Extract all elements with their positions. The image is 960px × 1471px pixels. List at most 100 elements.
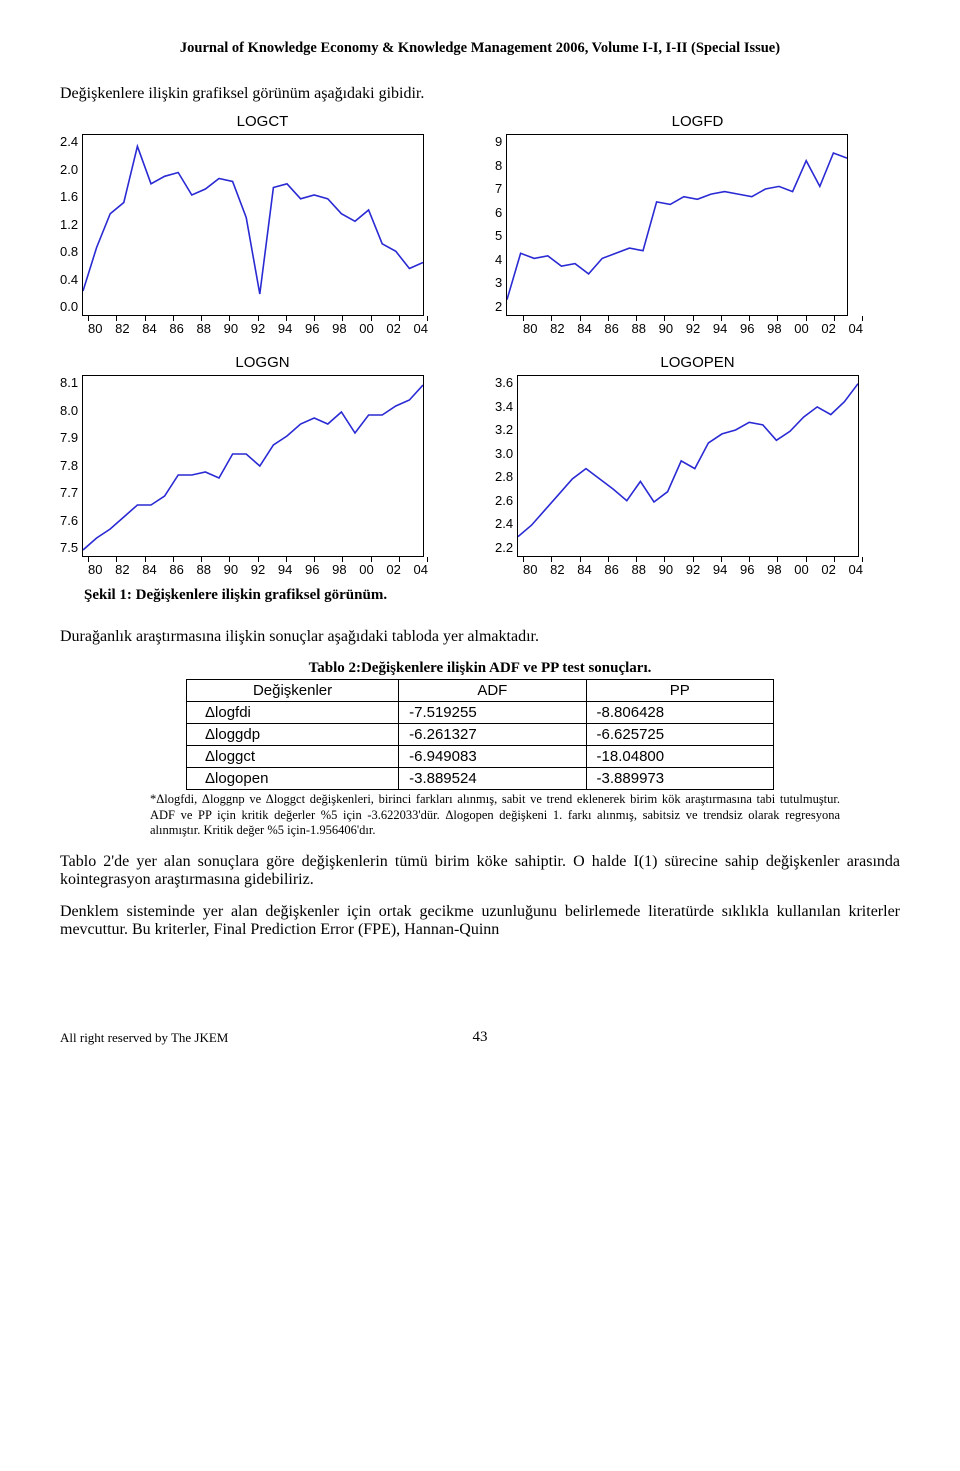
x-tick-label: 92 bbox=[686, 321, 700, 336]
x-tick-label: 84 bbox=[577, 321, 591, 336]
x-tick-label: 96 bbox=[740, 321, 754, 336]
intro-text: Değişkenlere ilişkin grafiksel görünüm a… bbox=[60, 85, 900, 103]
para-unitroot: Tablo 2'de yer alan sonuçlara göre değiş… bbox=[60, 853, 900, 889]
x-tick-label: 82 bbox=[550, 321, 564, 336]
cell-value: -6.625725 bbox=[586, 724, 773, 746]
x-tick-label: 90 bbox=[224, 562, 238, 577]
y-tick-label: 9 bbox=[495, 134, 502, 149]
x-tick-label: 00 bbox=[359, 321, 373, 336]
y-tick-label: 2.0 bbox=[60, 162, 78, 177]
cell-value: -8.806428 bbox=[586, 702, 773, 724]
x-tick-label: 94 bbox=[713, 321, 727, 336]
x-tick-label: 84 bbox=[142, 321, 156, 336]
x-tick-label: 02 bbox=[386, 562, 400, 577]
x-tick-label: 88 bbox=[632, 562, 646, 577]
y-tick-label: 3 bbox=[495, 275, 502, 290]
x-tick-label: 86 bbox=[604, 321, 618, 336]
x-tick-label: 80 bbox=[88, 562, 102, 577]
chart-title-logct: LOGCT bbox=[60, 113, 465, 130]
chart-title-logfd: LOGFD bbox=[495, 113, 900, 130]
x-tick-label: 02 bbox=[386, 321, 400, 336]
x-tick-label: 00 bbox=[359, 562, 373, 577]
table-header-row: Değişkenler ADF PP bbox=[187, 680, 774, 702]
x-tick-label: 98 bbox=[332, 562, 346, 577]
y-tick-label: 2.8 bbox=[495, 469, 513, 484]
y-tick-label: 3.0 bbox=[495, 446, 513, 461]
series-line bbox=[507, 153, 847, 300]
x-tick-label: 84 bbox=[142, 562, 156, 577]
x-tick-label: 94 bbox=[278, 562, 292, 577]
x-tick-label: 00 bbox=[794, 562, 808, 577]
series-line bbox=[83, 385, 423, 550]
y-tick-label: 8 bbox=[495, 158, 502, 173]
cell-value: -18.04800 bbox=[586, 746, 773, 768]
x-tick-label: 92 bbox=[251, 562, 265, 577]
x-tick-label: 90 bbox=[659, 562, 673, 577]
x-tick-label: 98 bbox=[767, 321, 781, 336]
x-tick-label: 96 bbox=[740, 562, 754, 577]
cell-value: -7.519255 bbox=[399, 702, 586, 724]
y-tick-label: 3.4 bbox=[495, 399, 513, 414]
table-row: Δloggdp-6.261327-6.625725 bbox=[187, 724, 774, 746]
plot-logfd bbox=[506, 134, 848, 316]
x-tick-label: 98 bbox=[767, 562, 781, 577]
adf-pp-table: Değişkenler ADF PP Δlogfdi-7.519255-8.80… bbox=[186, 679, 774, 790]
cell-variable: Δlogopen bbox=[187, 768, 399, 790]
x-tick-label: 98 bbox=[332, 321, 346, 336]
x-tick-label: 82 bbox=[115, 562, 129, 577]
y-tick-label: 7.6 bbox=[60, 513, 78, 528]
y-tick-label: 7.7 bbox=[60, 485, 78, 500]
y-tick-label: 0.4 bbox=[60, 272, 78, 287]
chart-logfd: LOGFD 98765432 8082848688909294969800020… bbox=[495, 113, 900, 336]
figure-caption: Şekil 1: Değişkenlere ilişkin grafiksel … bbox=[84, 587, 900, 604]
x-tick-label: 90 bbox=[659, 321, 673, 336]
y-tick-label: 3.2 bbox=[495, 422, 513, 437]
y-tick-label: 7 bbox=[495, 181, 502, 196]
x-tick-label: 80 bbox=[88, 321, 102, 336]
chart-logopen: LOGOPEN 3.63.43.23.02.82.62.42.2 8082848… bbox=[495, 354, 900, 577]
x-tick-label: 96 bbox=[305, 562, 319, 577]
table-row: Δloggct-6.949083-18.04800 bbox=[187, 746, 774, 768]
x-tick-label: 04 bbox=[849, 321, 863, 336]
x-tick-label: 80 bbox=[523, 321, 537, 336]
y-tick-label: 8.1 bbox=[60, 375, 78, 390]
y-axis-logct: 2.42.01.61.20.80.40.0 bbox=[60, 134, 82, 314]
y-tick-label: 0.0 bbox=[60, 299, 78, 314]
y-tick-label: 7.9 bbox=[60, 430, 78, 445]
x-tick-label: 84 bbox=[577, 562, 591, 577]
y-tick-label: 2 bbox=[495, 299, 502, 314]
table-caption: Tablo 2:Değişkenlere ilişkin ADF ve PP t… bbox=[60, 660, 900, 677]
col-header-pp: PP bbox=[586, 680, 773, 702]
y-tick-label: 2.4 bbox=[495, 516, 513, 531]
y-tick-label: 3.6 bbox=[495, 375, 513, 390]
chart-title-loggn: LOGGN bbox=[60, 354, 465, 371]
x-axis-logct: 80828486889092949698000204 bbox=[88, 321, 428, 336]
y-axis-loggn: 8.18.07.97.87.77.67.5 bbox=[60, 375, 82, 555]
x-tick-label: 82 bbox=[115, 321, 129, 336]
table-row: Δlogopen-3.889524-3.889973 bbox=[187, 768, 774, 790]
x-tick-label: 88 bbox=[632, 321, 646, 336]
plot-loggn bbox=[82, 375, 424, 557]
x-axis-loggn: 80828486889092949698000204 bbox=[88, 562, 428, 577]
x-tick-label: 04 bbox=[414, 562, 428, 577]
x-tick-label: 88 bbox=[197, 321, 211, 336]
page-number: 43 bbox=[340, 1029, 620, 1046]
page-footer: All right reserved by The JKEM 43 bbox=[60, 1029, 900, 1046]
charts-grid: LOGCT 2.42.01.61.20.80.40.0 808284868890… bbox=[60, 113, 900, 577]
y-tick-label: 2.6 bbox=[495, 493, 513, 508]
cell-variable: Δlogfdi bbox=[187, 702, 399, 724]
y-tick-label: 8.0 bbox=[60, 403, 78, 418]
x-tick-label: 00 bbox=[794, 321, 808, 336]
y-tick-label: 1.2 bbox=[60, 217, 78, 232]
y-tick-label: 2.2 bbox=[495, 540, 513, 555]
x-tick-label: 02 bbox=[821, 321, 835, 336]
y-tick-label: 7.8 bbox=[60, 458, 78, 473]
x-tick-label: 92 bbox=[686, 562, 700, 577]
y-tick-label: 1.6 bbox=[60, 189, 78, 204]
cell-value: -3.889973 bbox=[586, 768, 773, 790]
x-tick-label: 86 bbox=[169, 321, 183, 336]
para-criteria: Denklem sisteminde yer alan değişkenler … bbox=[60, 903, 900, 939]
journal-header: Journal of Knowledge Economy & Knowledge… bbox=[60, 40, 900, 57]
plot-logopen bbox=[517, 375, 859, 557]
x-tick-label: 04 bbox=[849, 562, 863, 577]
